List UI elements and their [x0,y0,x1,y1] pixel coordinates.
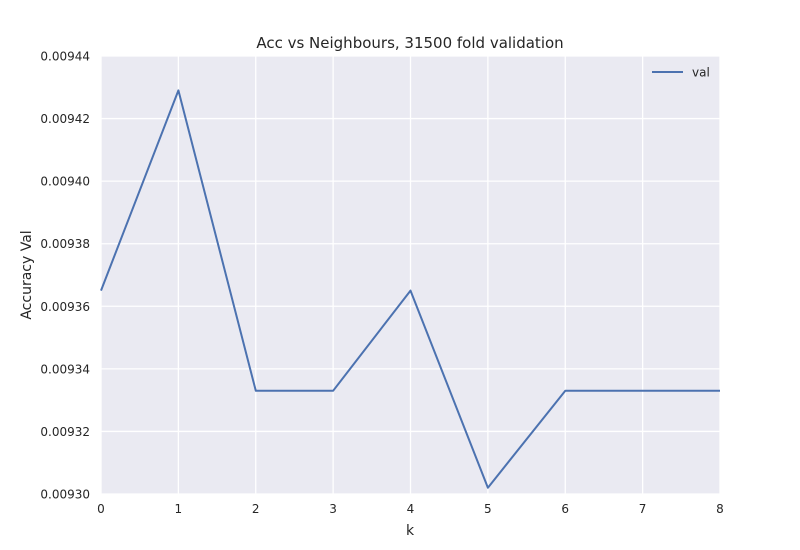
y-tick-label: 0.00938 [40,237,90,251]
x-tick-label: 2 [252,502,260,516]
y-tick-label: 0.00940 [40,175,90,189]
y-tick-label: 0.00944 [40,50,90,64]
y-tick-label: 0.00932 [40,425,90,439]
x-axis-label: k [406,523,415,539]
x-tick-label: 6 [561,502,569,516]
series-line-val [100,89,720,489]
chart-title: Acc vs Neighbours, 31500 fold validation [256,34,563,52]
x-tick-label: 0 [97,502,105,516]
y-tick-label: 0.00930 [40,488,90,502]
grid [100,55,721,495]
x-tick-label: 8 [716,502,724,516]
x-tick-label: 7 [639,502,647,516]
x-tick-label: 5 [484,502,492,516]
x-tick-label: 3 [329,502,337,516]
y-axis-label: Accuracy Val [19,230,35,319]
x-tick-label: 4 [407,502,415,516]
y-tick-label: 0.00934 [40,362,90,376]
y-tick-label: 0.00936 [40,300,90,314]
y-tick-label: 0.00942 [40,112,90,126]
legend: val [652,66,710,80]
legend-label-val: val [692,66,710,80]
x-tick-label: 1 [175,502,183,516]
series-layer [100,89,720,489]
tick-labels: 0 1 2 3 4 5 6 7 8 0.00930 0.00932 0.00934 0.00936 0.0… [40,50,723,517]
